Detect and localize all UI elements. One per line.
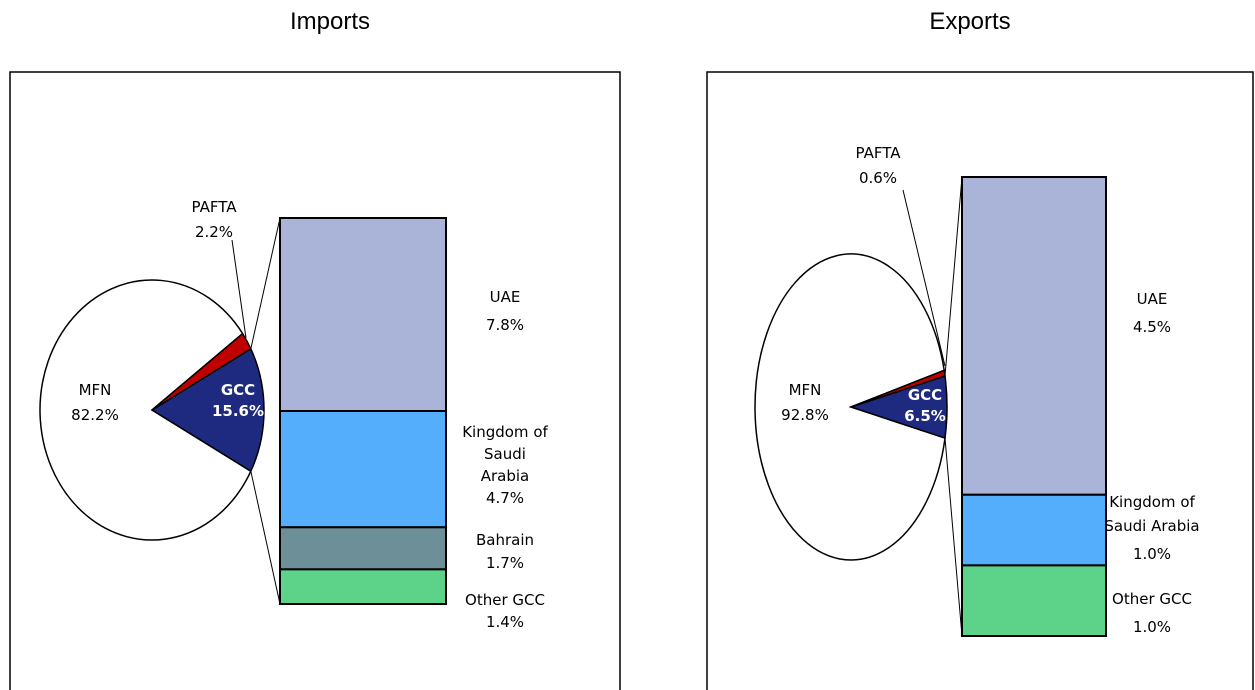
exports-bar-segment-kingdom-of-saudi-arabia	[961, 493, 1107, 567]
exports-plot-frame	[706, 71, 1254, 690]
imports-chart-title: Imports	[289, 8, 370, 35]
imports-pafta-leader-line	[231, 239, 247, 339]
exports-pie-value-gcc: 6.5%	[904, 407, 946, 425]
imports-pie-label-mfn: MFN	[79, 381, 112, 399]
imports-bar-label-kingdom-of-saudi-arabia: Arabia	[481, 467, 530, 485]
imports-pie-label-gcc: GCC	[221, 381, 255, 399]
exports-connector-top	[944, 176, 963, 376]
imports-bar-value-uae: 7.8%	[486, 316, 524, 334]
exports-bar-value-other-gcc: 1.0%	[1133, 618, 1171, 636]
exports-bar-label-other-gcc: Other GCC	[1112, 590, 1192, 608]
exports-bar-value-kingdom-of-saudi-arabia: 1.0%	[1133, 545, 1171, 563]
imports-bar-value-kingdom-of-saudi-arabia: 4.7%	[486, 489, 524, 507]
exports-bar-segment-other-gcc	[961, 564, 1107, 638]
exports-bar-value-uae: 4.5%	[1133, 318, 1171, 336]
exports-bar-label-kingdom-of-saudi-arabia: Saudi Arabia	[1104, 517, 1199, 535]
imports-bar-segment-uae	[279, 217, 447, 412]
imports-bar-label-bahrain: Bahrain	[476, 531, 534, 549]
imports-pie-label-pafta: PAFTA	[192, 198, 238, 216]
exports-chart-title: Exports	[929, 8, 1011, 35]
imports-bar-label-uae: UAE	[490, 288, 521, 306]
exports-bar-label-kingdom-of-saudi-arabia: Kingdom of	[1109, 493, 1195, 511]
imports-bar-label-kingdom-of-saudi-arabia: Kingdom of	[462, 423, 548, 441]
imports-bar-segment-kingdom-of-saudi-arabia	[279, 410, 447, 529]
exports-pie-value-mfn: 92.8%	[781, 406, 829, 424]
imports-bar-segment-other-gcc	[279, 568, 447, 605]
exports-connector-bottom	[944, 438, 963, 637]
imports-bar-segment-bahrain	[279, 526, 447, 571]
imports-bar-value-bahrain: 1.7%	[486, 554, 524, 572]
imports-bar-value-other-gcc: 1.4%	[486, 613, 524, 631]
imports-pie-value-mfn: 82.2%	[71, 406, 119, 424]
imports-plot-frame	[9, 71, 621, 690]
imports-pie-value-gcc: 15.6%	[212, 402, 264, 420]
exports-pie-label-mfn: MFN	[789, 381, 822, 399]
imports-connector-bottom	[250, 471, 281, 605]
imports-slice-gcc	[150, 347, 265, 473]
imports-bar-label-other-gcc: Other GCC	[465, 591, 545, 609]
exports-pafta-leader-line	[902, 189, 946, 367]
imports-pie-value-pafta: 2.2%	[195, 223, 233, 241]
exports-bar-label-uae: UAE	[1137, 290, 1168, 308]
exports-pie-value-pafta: 0.6%	[859, 169, 897, 187]
imports-bar-label-kingdom-of-saudi-arabia: Saudi	[484, 445, 526, 463]
exports-pie-label-pafta: PAFTA	[856, 144, 902, 162]
imports-slice-mfn	[39, 279, 252, 541]
imports-connector-top	[250, 217, 281, 349]
exports-pie-label-gcc: GCC	[908, 386, 942, 404]
exports-bar-segment-uae	[961, 176, 1107, 496]
